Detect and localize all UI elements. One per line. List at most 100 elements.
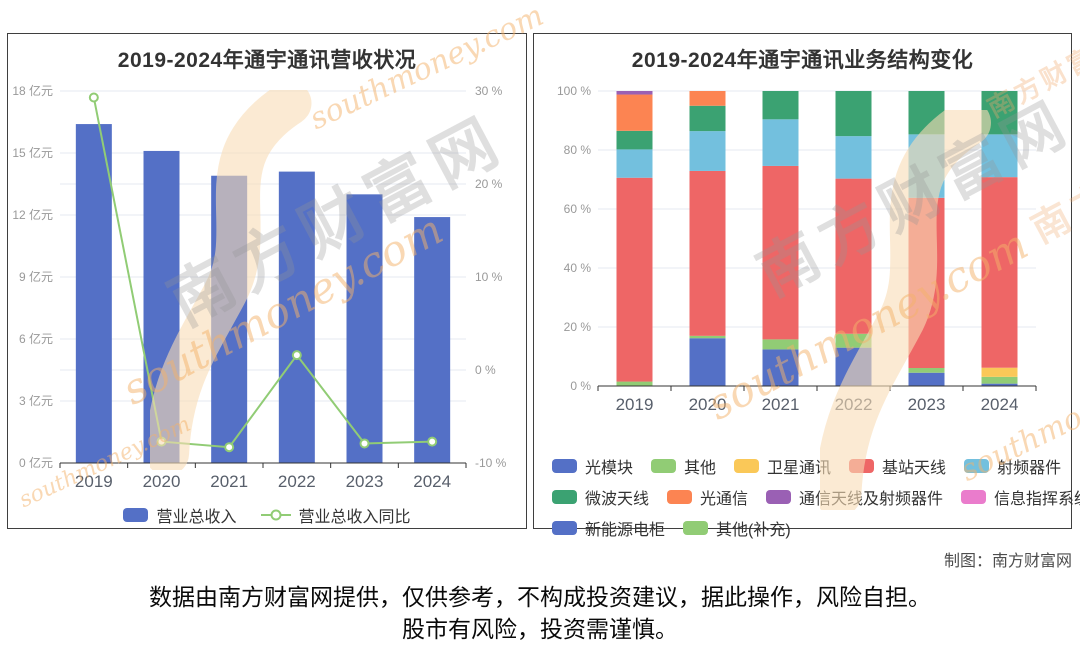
segment-基站天线-2024 <box>981 177 1018 368</box>
revenue-chart-panel: 2019-2024年通宇通讯营收状况 2019 2020 2021 2022 2023 2… <box>7 33 527 529</box>
segment-射频器件-2024 <box>981 134 1018 178</box>
revenue-chart-plot: 2019 2020 2021 2022 2023 2024 0 亿元 3 亿元 6 亿元 9 亿元… <box>12 83 506 491</box>
legend-item-微波天线[interactable]: 微波天线 <box>552 485 649 509</box>
y-axis-labels: 0 亿元 3 亿元 6 亿元 9 亿元 12 亿元 15 亿元 18 亿元 -10 % 0 % 1… <box>12 83 506 470</box>
legend-line-marker-icon <box>260 508 291 522</box>
legend-item-营业总收入同比[interactable]: 营业总收入同比 <box>260 503 411 527</box>
structure-chart-title: 2019-2024年通宇通讯业务结构变化 <box>631 49 974 72</box>
legend-item-光通信[interactable]: 光通信 <box>667 485 748 509</box>
svg-text:10 %: 10 % <box>475 270 503 284</box>
disclaimer-line1: 数据由南方财富网提供，仅供参考，不构成投资建议，据此操作，风险自担。 <box>149 584 931 610</box>
legend-swatch <box>123 508 149 522</box>
segment-其他-2021 <box>762 339 799 350</box>
segment-射频器件-2023 <box>908 134 945 198</box>
legend-item-营业总收入[interactable]: 营业总收入 <box>123 503 237 527</box>
svg-text:0 %: 0 % <box>475 363 496 377</box>
x-tick-label: 2021 <box>762 395 800 414</box>
gridlines <box>598 90 1036 328</box>
svg-text:12 亿元: 12 亿元 <box>12 207 53 222</box>
segment-其他-2023 <box>908 368 945 373</box>
legend-label: 通信天线及射频器件 <box>799 491 944 508</box>
legend-label: 基站天线 <box>882 460 947 477</box>
segment-基站天线-2023 <box>908 197 945 369</box>
x-tick-label: 2022 <box>278 472 316 491</box>
svg-text:3 亿元: 3 亿元 <box>19 393 53 408</box>
segment-基站天线-2021 <box>762 165 799 340</box>
legend-label: 微波天线 <box>585 491 650 508</box>
x-tick-label: 2020 <box>689 395 727 414</box>
segment-微波天线-2022 <box>835 91 872 137</box>
segment-微波天线-2019 <box>616 130 653 150</box>
svg-text:40 %: 40 % <box>564 261 592 275</box>
legend-swatch <box>964 459 990 473</box>
legend-label: 光模块 <box>585 460 634 477</box>
legend-swatch <box>552 521 577 535</box>
y-axis-labels: 0 % 20 % 40 % 60 % 80 % 100 % <box>557 84 591 393</box>
svg-text:9 亿元: 9 亿元 <box>19 269 53 284</box>
segment-通信天线及射频器件-2019 <box>616 91 653 95</box>
line-yoy <box>88 92 438 453</box>
legend-label: 信息指挥系统 <box>994 491 1080 508</box>
svg-text:0 %: 0 % <box>570 379 591 393</box>
x-axis: 2019 2020 2021 2022 2023 2024 <box>597 385 1037 414</box>
legend-item-卫星通讯[interactable]: 卫星通讯 <box>734 454 831 478</box>
segment-卫星通讯-2024 <box>981 367 1018 377</box>
revenue-chart-legend: 营业总收入 营业总收入同比 <box>8 503 526 527</box>
legend-swatch <box>552 490 577 504</box>
legend-label: 新能源电柜 <box>585 522 666 539</box>
x-tick-label: 2020 <box>143 472 181 491</box>
revenue-chart-title: 2019-2024年通宇通讯营收状况 <box>117 49 417 72</box>
segment-基站天线-2022 <box>835 178 872 334</box>
svg-text:6 亿元: 6 亿元 <box>19 331 53 346</box>
segment-其他-2019 <box>616 381 653 386</box>
legend-item-新能源电柜[interactable]: 新能源电柜 <box>552 516 665 540</box>
disclaimer: 数据由南方财富网提供，仅供参考，不构成投资建议，据此操作，风险自担。 股市有风险… <box>0 581 1080 645</box>
legend-label: 射频器件 <box>997 460 1062 477</box>
svg-text:60 %: 60 % <box>564 202 592 216</box>
x-tick-label: 2023 <box>346 472 384 491</box>
segment-光模块-2021 <box>762 349 799 386</box>
x-tick-label: 2023 <box>908 395 946 414</box>
segment-微波天线-2021 <box>762 91 799 120</box>
segment-光模块-2022 <box>835 347 872 386</box>
x-tick-label: 2019 <box>616 395 654 414</box>
segment-微波天线-2023 <box>908 91 945 135</box>
svg-text:100 %: 100 % <box>557 84 591 98</box>
segment-其他-2022 <box>835 333 872 348</box>
x-tick-label: 2019 <box>75 472 113 491</box>
legend-swatch <box>651 459 677 473</box>
svg-text:20 %: 20 % <box>475 177 503 191</box>
segment-射频器件-2022 <box>835 136 872 179</box>
legend-item-其他(补充)[interactable]: 其他(补充) <box>683 516 791 540</box>
legend-item-通信天线及射频器件[interactable]: 通信天线及射频器件 <box>766 485 943 509</box>
legend-item-射频器件[interactable]: 射频器件 <box>964 454 1061 478</box>
legend-item-其他[interactable]: 其他 <box>651 454 716 478</box>
segment-射频器件-2021 <box>762 119 799 166</box>
disclaimer-line2: 股市有风险，投资需谨慎。 <box>402 616 678 642</box>
legend-item-基站天线[interactable]: 基站天线 <box>849 454 946 478</box>
svg-text:18 亿元: 18 亿元 <box>12 83 53 98</box>
legend-label: 其他 <box>684 460 717 477</box>
x-tick-label: 2022 <box>835 395 873 414</box>
legend-item-光模块[interactable]: 光模块 <box>552 454 633 478</box>
legend-swatch <box>552 459 577 473</box>
legend-label: 光通信 <box>700 491 749 508</box>
legend-swatch <box>667 490 693 504</box>
legend-label: 营业总收入同比 <box>298 509 411 526</box>
svg-text:30 %: 30 % <box>475 84 503 98</box>
segment-光模块-2023 <box>908 372 945 386</box>
credit-text: 制图：南方财富网 <box>943 553 1072 570</box>
legend-label: 其他(补充) <box>716 522 791 539</box>
legend-swatch <box>766 490 792 504</box>
legend-item-信息指挥系统[interactable]: 信息指挥系统 <box>961 485 1080 509</box>
segment-其他-2024 <box>981 376 1018 384</box>
svg-text:80 %: 80 % <box>564 143 592 157</box>
svg-text:15 亿元: 15 亿元 <box>12 145 53 160</box>
legend-swatch <box>849 459 875 473</box>
svg-text:0 亿元: 0 亿元 <box>19 455 53 470</box>
segment-光通信-2020 <box>689 91 726 106</box>
segment-光模块-2020 <box>689 338 726 386</box>
x-tick-label: 2021 <box>210 472 248 491</box>
